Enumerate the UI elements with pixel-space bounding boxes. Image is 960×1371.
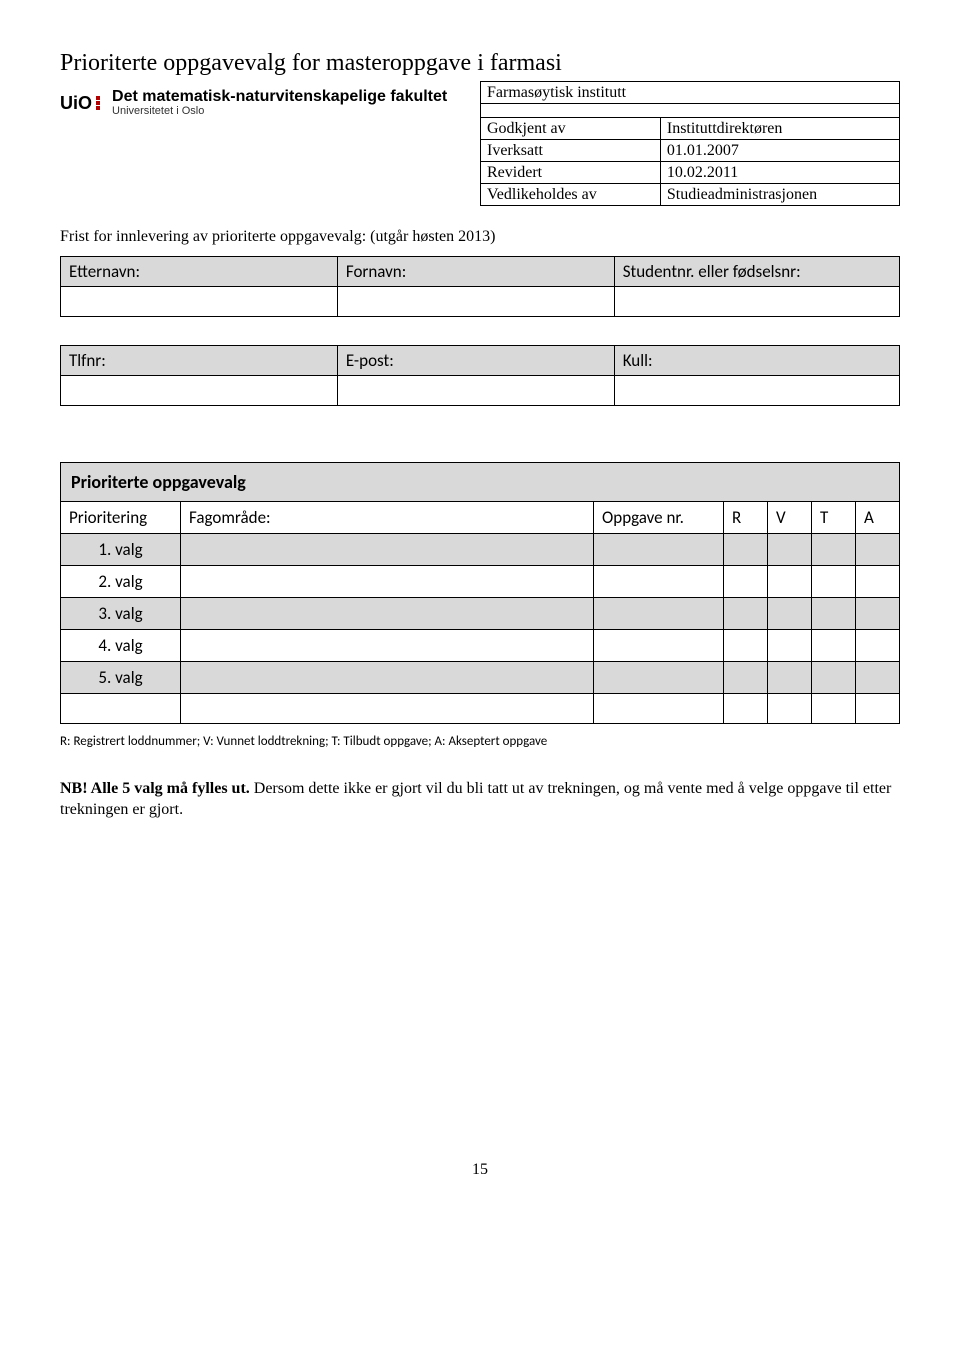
etternavn-label: Etternavn: <box>61 257 338 287</box>
valg-2-r[interactable] <box>724 566 768 598</box>
valg-1-label: 1. valg <box>61 534 181 566</box>
valg-2-label: 2. valg <box>61 566 181 598</box>
valg-1-v[interactable] <box>768 534 812 566</box>
valg-5-fag[interactable] <box>181 662 594 694</box>
meta-blank <box>481 104 900 118</box>
logo-text: Det matematisk-naturvitenskapelige fakul… <box>112 89 447 117</box>
page: Prioriterte oppgavevalg for masteroppgav… <box>0 0 960 1219</box>
valg-5-nr[interactable] <box>594 662 724 694</box>
valg-2-fag[interactable] <box>181 566 594 598</box>
note-text: NB! Alle 5 valg må fylles ut. Dersom det… <box>60 779 900 821</box>
valg-extra-r[interactable] <box>724 694 768 724</box>
valg-2-v[interactable] <box>768 566 812 598</box>
valg-1-fag[interactable] <box>181 534 594 566</box>
valg-3-v[interactable] <box>768 598 812 630</box>
meta-label: Godkjent av <box>481 118 661 140</box>
etternavn-field[interactable] <box>61 287 338 317</box>
valg-1-r[interactable] <box>724 534 768 566</box>
valg-3-fag[interactable] <box>181 598 594 630</box>
valg-3-r[interactable] <box>724 598 768 630</box>
col-fagomrade: Fagområde: <box>181 502 594 534</box>
page-number: 15 <box>60 1161 900 1179</box>
faculty-name: Det matematisk-naturvitenskapelige fakul… <box>112 89 447 106</box>
prio-table: Prioritering Fagområde: Oppgave nr. R V … <box>60 501 900 724</box>
meta-value: Studieadministrasjonen <box>660 184 899 206</box>
prio-heading: Prioriterte oppgavevalg <box>60 462 900 501</box>
col-a: A <box>856 502 900 534</box>
uio-logo-text: UiO <box>60 93 92 114</box>
valg-1-nr[interactable] <box>594 534 724 566</box>
valg-4-fag[interactable] <box>181 630 594 662</box>
meta-table: Farmasøytisk institutt Godkjent av Insti… <box>480 81 900 206</box>
epost-field[interactable] <box>337 376 614 406</box>
valg-extra-fag[interactable] <box>181 694 594 724</box>
valg-extra-t[interactable] <box>812 694 856 724</box>
studentnr-label: Studentnr. eller fødselsnr: <box>614 257 899 287</box>
meta-label: Iverksatt <box>481 140 661 162</box>
valg-2-t[interactable] <box>812 566 856 598</box>
valg-5-a[interactable] <box>856 662 900 694</box>
meta-label: Revidert <box>481 162 661 184</box>
meta-label: Vedlikeholdes av <box>481 184 661 206</box>
contact-table: Tlfnr: E-post: Kull: <box>60 345 900 406</box>
valg-1-t[interactable] <box>812 534 856 566</box>
epost-label: E-post: <box>337 346 614 376</box>
valg-3-t[interactable] <box>812 598 856 630</box>
valg-3-label: 3. valg <box>61 598 181 630</box>
valg-5-v[interactable] <box>768 662 812 694</box>
valg-4-r[interactable] <box>724 630 768 662</box>
col-prioritering: Prioritering <box>61 502 181 534</box>
uio-logo-dots-icon <box>96 95 106 111</box>
studentnr-field[interactable] <box>614 287 899 317</box>
valg-2-a[interactable] <box>856 566 900 598</box>
note-nb: NB! Alle 5 valg må fylles ut. <box>60 780 250 797</box>
page-title: Prioriterte oppgavevalg for masteroppgav… <box>60 50 900 77</box>
valg-extra-label <box>61 694 181 724</box>
col-v: V <box>768 502 812 534</box>
valg-3-a[interactable] <box>856 598 900 630</box>
meta-caption: Farmasøytisk institutt <box>481 82 900 104</box>
valg-4-label: 4. valg <box>61 630 181 662</box>
valg-1-a[interactable] <box>856 534 900 566</box>
legend-text: R: Registrert loddnummer; V: Vunnet lodd… <box>60 734 900 749</box>
kull-field[interactable] <box>614 376 899 406</box>
valg-5-r[interactable] <box>724 662 768 694</box>
meta-value: 10.02.2011 <box>660 162 899 184</box>
name-table: Etternavn: Fornavn: Studentnr. eller fød… <box>60 256 900 317</box>
kull-label: Kull: <box>614 346 899 376</box>
fornavn-label: Fornavn: <box>337 257 614 287</box>
valg-3-nr[interactable] <box>594 598 724 630</box>
valg-4-v[interactable] <box>768 630 812 662</box>
valg-5-t[interactable] <box>812 662 856 694</box>
tlfnr-field[interactable] <box>61 376 338 406</box>
deadline-text: Frist for innlevering av prioriterte opp… <box>60 228 900 246</box>
valg-4-t[interactable] <box>812 630 856 662</box>
valg-4-a[interactable] <box>856 630 900 662</box>
valg-extra-v[interactable] <box>768 694 812 724</box>
col-r: R <box>724 502 768 534</box>
valg-extra-a[interactable] <box>856 694 900 724</box>
fornavn-field[interactable] <box>337 287 614 317</box>
university-name: Universitetet i Oslo <box>112 106 447 118</box>
meta-value: Instituttdirektøren <box>660 118 899 140</box>
header-row: UiO Det matematisk-naturvitenskapelige f… <box>60 81 900 206</box>
logo-block: UiO Det matematisk-naturvitenskapelige f… <box>60 81 447 117</box>
tlfnr-label: Tlfnr: <box>61 346 338 376</box>
valg-5-label: 5. valg <box>61 662 181 694</box>
col-t: T <box>812 502 856 534</box>
valg-extra-nr[interactable] <box>594 694 724 724</box>
valg-4-nr[interactable] <box>594 630 724 662</box>
valg-2-nr[interactable] <box>594 566 724 598</box>
meta-value: 01.01.2007 <box>660 140 899 162</box>
col-oppgavenr: Oppgave nr. <box>594 502 724 534</box>
